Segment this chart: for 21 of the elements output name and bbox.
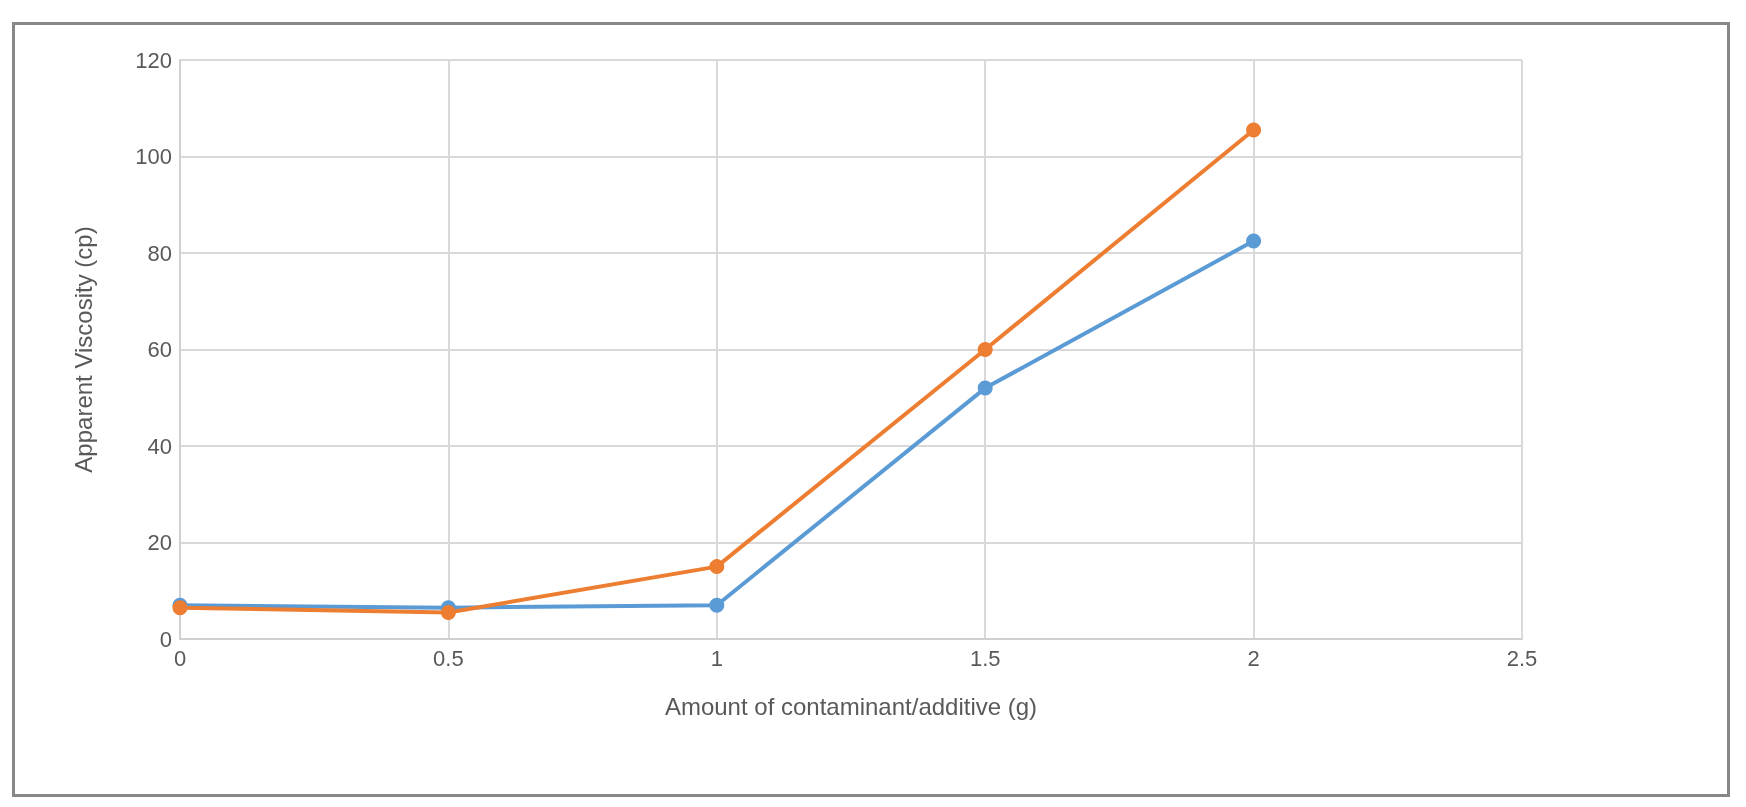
y-tick-label: 100 — [135, 144, 172, 169]
point — [1246, 122, 1262, 138]
x-tick-label: 2 — [1247, 645, 1260, 671]
point — [709, 597, 725, 613]
point — [977, 342, 993, 357]
x-tick-label: 1.5 — [969, 645, 1001, 671]
point — [1246, 233, 1262, 249]
point — [709, 559, 725, 575]
y-tick-label: 40 — [147, 433, 172, 459]
x-tick-label: 1 — [710, 645, 723, 671]
y-tick-label: 60 — [147, 337, 172, 362]
y-tick-label: 80 — [147, 240, 172, 266]
x-axis-title: Amount of contaminant/additive (g) — [664, 692, 1038, 720]
y-tick-label: 120 — [135, 47, 172, 73]
y-tick-label: 20 — [147, 530, 172, 555]
x-tick-label: 0.5 — [433, 645, 464, 671]
point — [440, 604, 456, 620]
x-tick-label: 2.5 — [1506, 645, 1538, 671]
y-axis-title: Apparent Viscosity (cp) — [69, 226, 97, 473]
y-tick-label: 0 — [159, 626, 172, 652]
point — [977, 380, 993, 396]
